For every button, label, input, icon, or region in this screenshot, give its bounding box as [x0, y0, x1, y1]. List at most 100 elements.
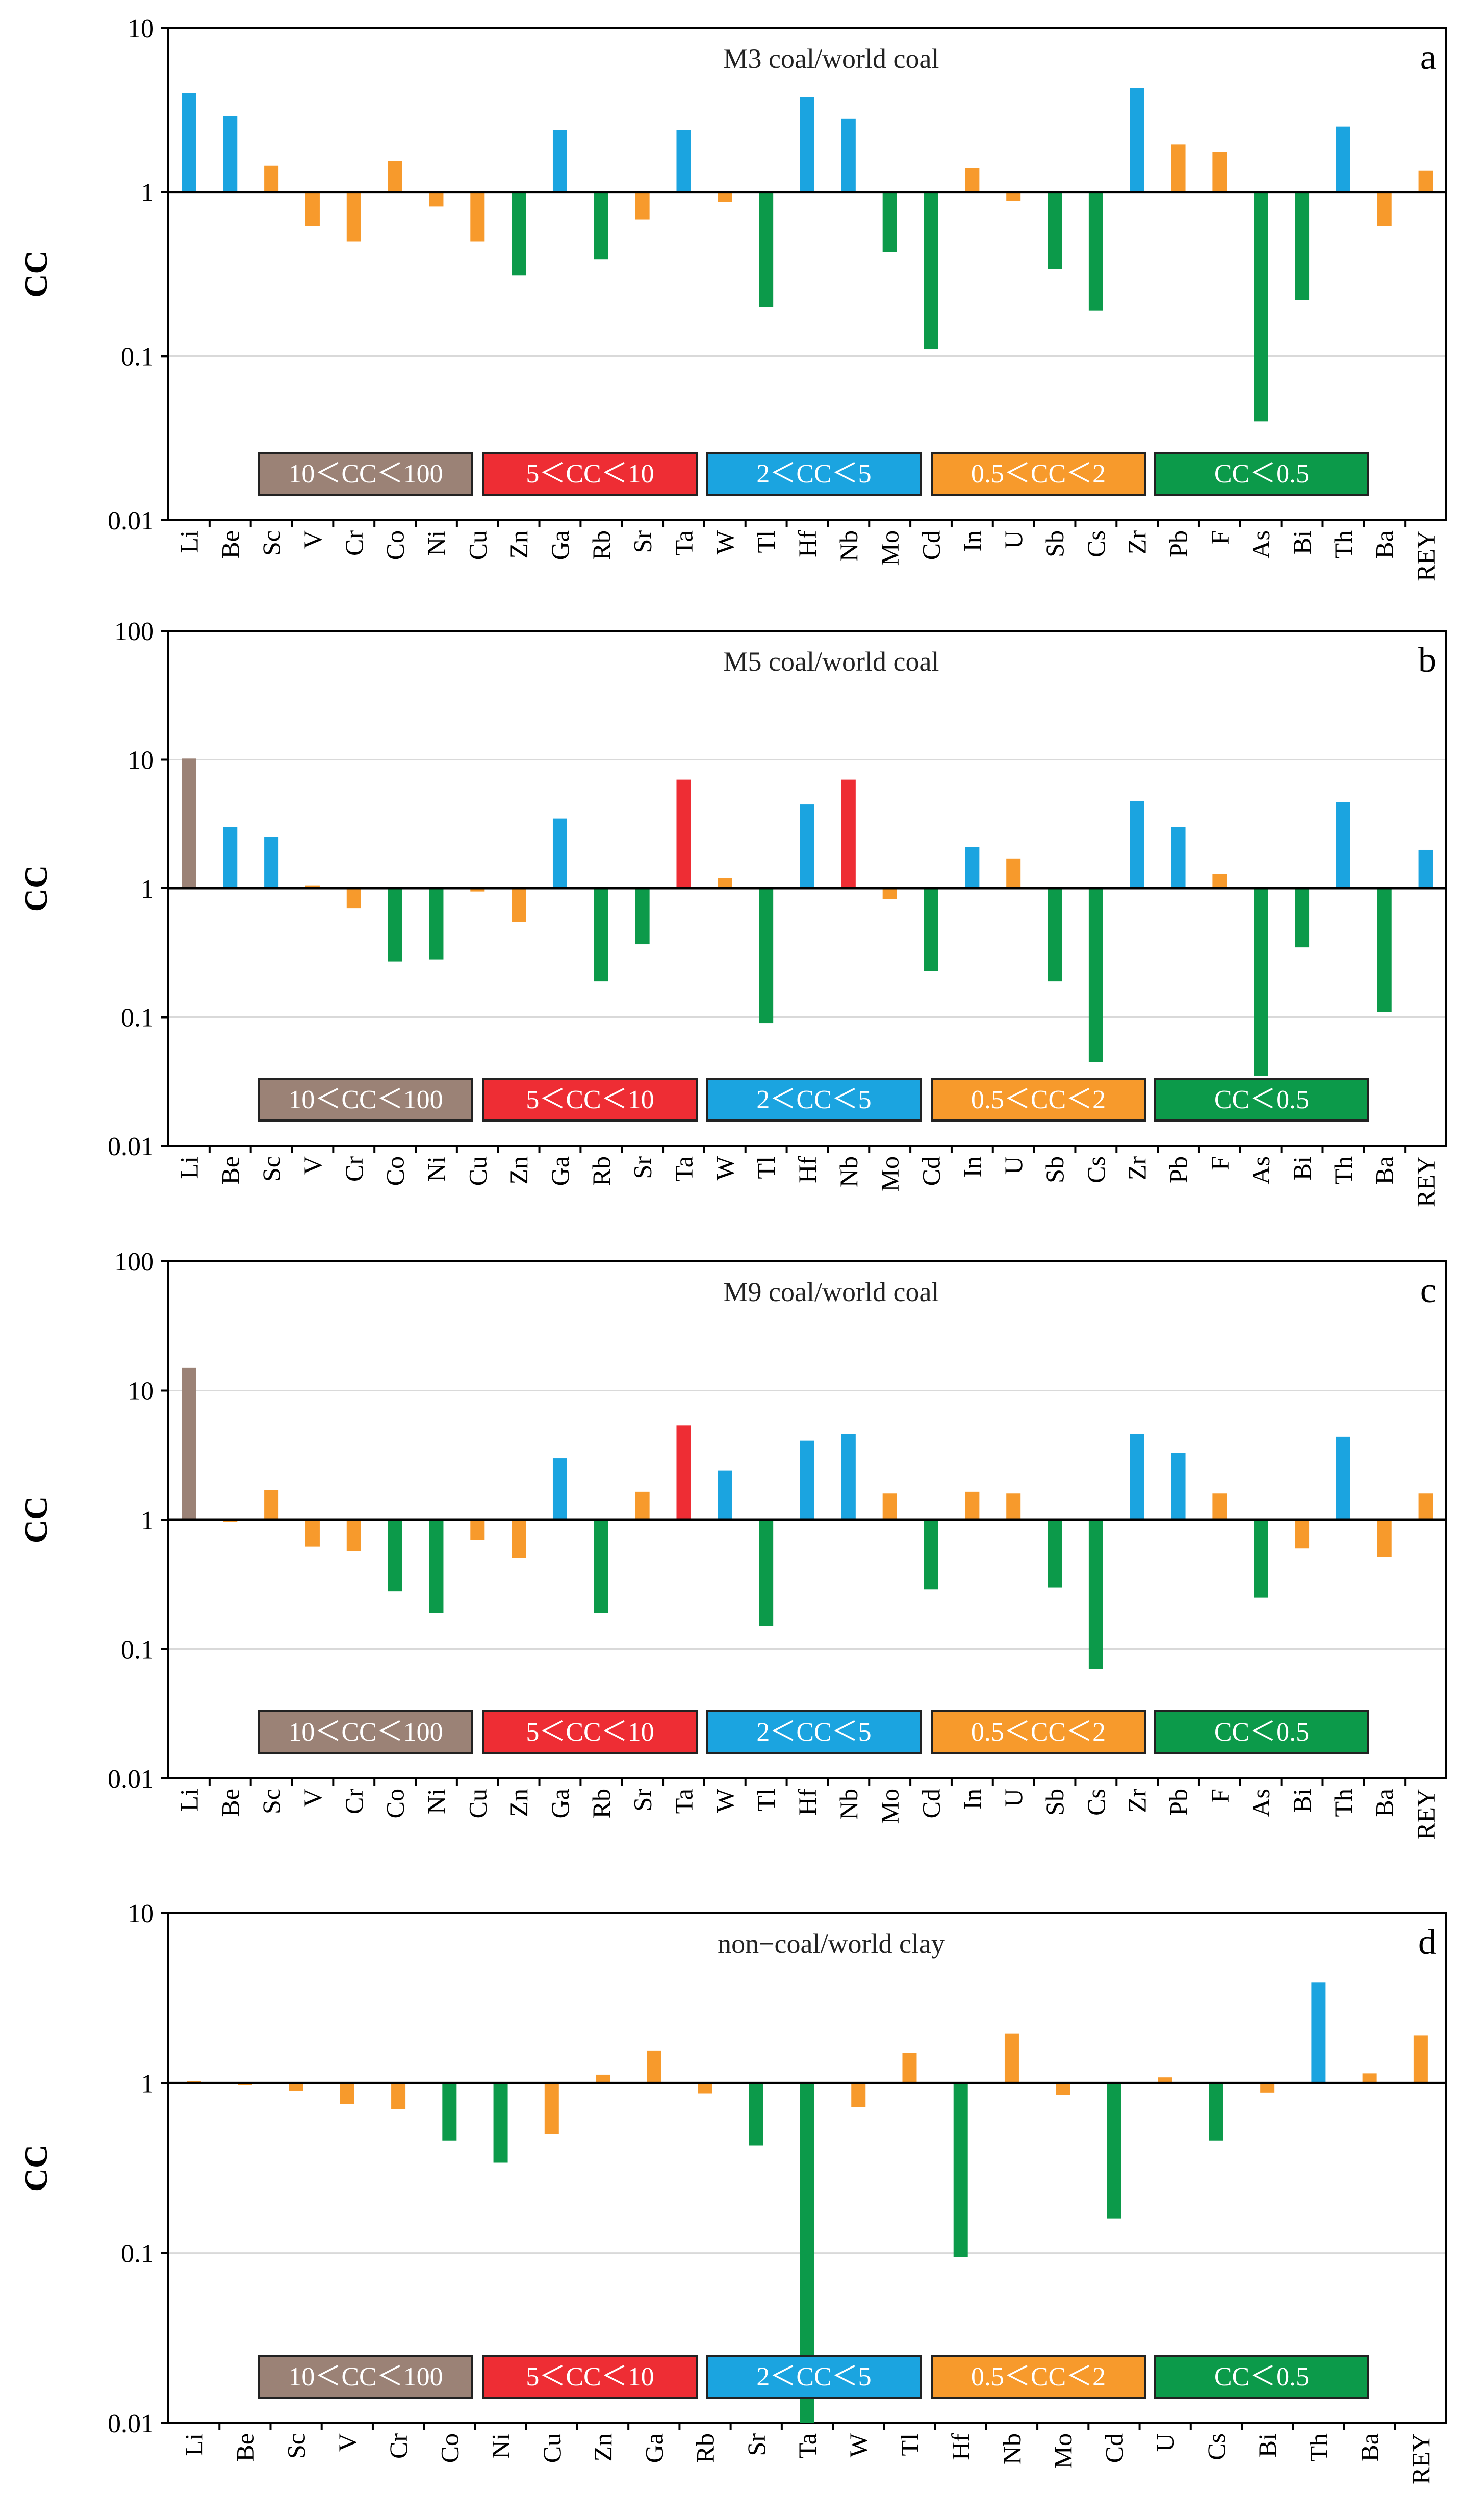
y-tick-label: 1 — [141, 179, 154, 208]
bar-mo — [1056, 2083, 1070, 2095]
bar-u — [1006, 1493, 1021, 1520]
bar-f — [1212, 1493, 1227, 1520]
bar-cs — [1209, 2083, 1223, 2141]
x-tick-label: Zr — [1123, 1789, 1152, 1813]
x-tick-label: U — [999, 1789, 1028, 1807]
bar-cr — [346, 1520, 361, 1551]
x-tick-label: V — [298, 530, 327, 549]
x-tick-label: Co — [381, 1789, 410, 1818]
bar-in — [965, 847, 980, 888]
bar-tl — [759, 192, 774, 307]
x-tick-label: Li — [174, 530, 203, 553]
bar-v — [305, 1520, 320, 1547]
x-tick-label: Bi — [1288, 1156, 1316, 1180]
bar-ga — [552, 130, 567, 192]
bar-cu — [470, 888, 485, 892]
x-tick-label: Ta — [669, 1789, 698, 1814]
bar-rey — [1418, 170, 1433, 192]
bar-li — [182, 758, 196, 888]
bar-cd — [1107, 2083, 1121, 2219]
x-tick-label: W — [710, 530, 739, 554]
x-tick-label: Ni — [422, 1789, 450, 1814]
x-tick-label: Ta — [669, 530, 698, 555]
x-tick-label: REY — [1407, 2433, 1435, 2484]
legend-swatch — [482, 1710, 698, 1754]
x-tick-label: Be — [216, 1156, 244, 1185]
x-tick-label: Li — [180, 2433, 208, 2456]
y-axis-label: CC — [18, 865, 54, 912]
x-tick-label: Cd — [917, 530, 946, 560]
bar-sb — [1048, 192, 1062, 269]
y-tick-label: 0.1 — [121, 342, 154, 371]
bar-ta — [676, 1425, 691, 1520]
x-tick-label: Th — [1329, 530, 1358, 559]
bar-f — [1212, 152, 1227, 192]
legend-swatch — [931, 1078, 1146, 1122]
x-tick-label: Nb — [834, 1789, 863, 1820]
bar-cd — [924, 888, 938, 971]
legend-swatch — [1154, 452, 1369, 496]
x-tick-label: In — [958, 530, 986, 552]
x-tick-label: Mo — [1049, 2433, 1077, 2468]
bar-zn — [512, 192, 526, 276]
bar-sr — [749, 2083, 763, 2146]
bar-hf — [800, 1440, 814, 1520]
x-tick-label: Rb — [587, 530, 616, 560]
x-tick-label: REY — [1412, 530, 1440, 581]
x-tick-label: Hf — [793, 1789, 822, 1816]
bar-ga — [647, 2050, 661, 2083]
bar-in — [965, 168, 980, 192]
legend-label: 10＜CC＜100 — [288, 2362, 443, 2391]
legend-label: 2＜CC＜5 — [756, 1085, 871, 1114]
x-tick-label: Sr — [628, 530, 657, 553]
x-tick-label: Sr — [742, 2433, 771, 2456]
bar-th — [1336, 1436, 1350, 1520]
x-tick-label: V — [298, 1156, 327, 1175]
x-tick-label: Cd — [917, 1156, 946, 1186]
legend-label: 5＜CC＜10 — [526, 460, 654, 489]
bar-ni — [429, 192, 444, 207]
legend-label: CC＜0.5 — [1214, 1718, 1309, 1747]
bar-nb — [1004, 2033, 1019, 2083]
bar-nb — [841, 779, 856, 888]
x-tick-label: Pb — [1164, 530, 1193, 557]
legend-swatch — [1154, 2355, 1369, 2399]
x-tick-label: Cu — [463, 1156, 492, 1186]
bar-sr — [635, 888, 650, 945]
y-tick-label: 1 — [141, 875, 154, 904]
bar-cd — [924, 192, 938, 350]
x-tick-label: F — [1205, 1156, 1234, 1170]
bar-mo — [882, 1493, 897, 1520]
x-tick-label: Cu — [463, 530, 492, 560]
x-tick-label: Be — [231, 2433, 259, 2462]
x-tick-label: Ba — [1370, 1156, 1399, 1185]
bar-cs — [1088, 1520, 1103, 1669]
x-tick-label: W — [710, 1156, 739, 1180]
x-tick-label: Th — [1329, 1156, 1358, 1185]
x-tick-label: Cr — [340, 530, 368, 556]
x-tick-label: F — [1205, 530, 1234, 545]
x-tick-label: Ni — [487, 2433, 515, 2459]
x-tick-label: V — [333, 2433, 362, 2452]
bar-sr — [635, 192, 650, 220]
legend-label: 5＜CC＜10 — [526, 2362, 654, 2391]
bar-th — [1336, 802, 1350, 888]
x-tick-label: Nb — [834, 1156, 863, 1187]
bar-be — [223, 116, 238, 192]
bar-w — [851, 2083, 866, 2107]
x-tick-label: Ga — [546, 1789, 574, 1818]
y-tick-label: 10 — [127, 1377, 154, 1406]
panel-label: b — [1418, 641, 1436, 680]
x-tick-label: Ta — [793, 2433, 822, 2458]
x-tick-label: Mo — [876, 530, 904, 566]
x-tick-label: Be — [216, 1789, 244, 1817]
x-tick-label: Zn — [504, 530, 533, 559]
chart-panel-b: 0.01 0.1 1 10 100 CC Li Be Sc V Cr Co Ni Cu Zn Ga Rb Sr Ta… — [18, 617, 1447, 1207]
plot-frame — [167, 27, 1447, 521]
bar-sb — [1048, 1520, 1062, 1588]
bar-bi — [1260, 2083, 1275, 2093]
x-tick-label: In — [958, 1156, 986, 1178]
x-tick-label: Cu — [463, 1789, 492, 1818]
x-tick-label: REY — [1412, 1156, 1440, 1207]
bar-zn — [512, 1520, 526, 1558]
